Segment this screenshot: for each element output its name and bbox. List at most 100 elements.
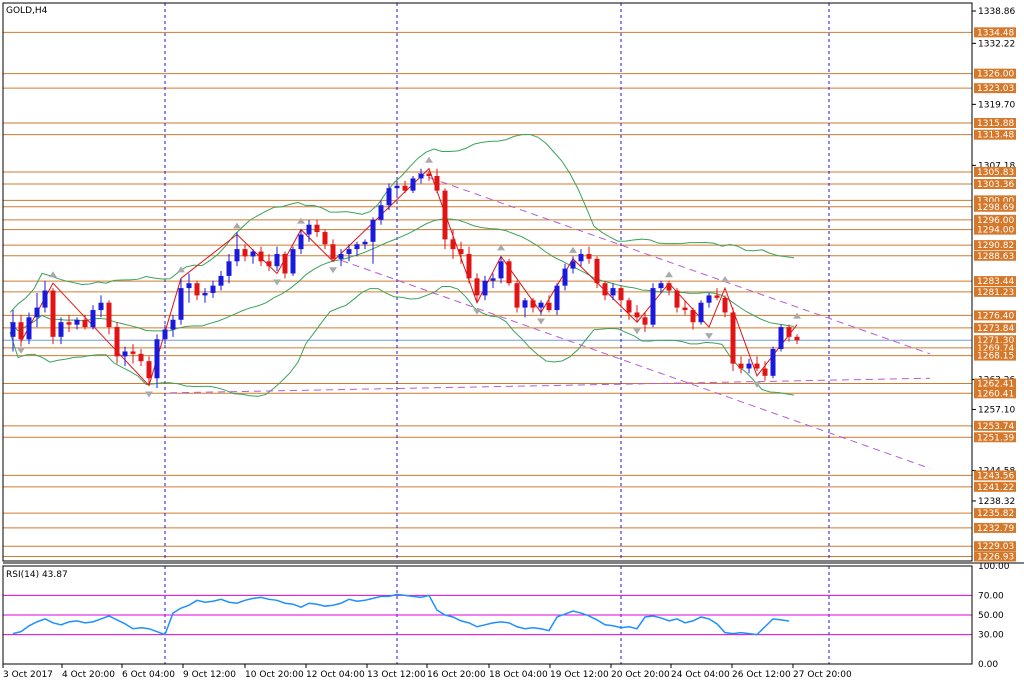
candle-bear: [786, 327, 792, 337]
rsi-tick-label: 70.00: [978, 591, 1004, 601]
band-lower: [9, 286, 795, 397]
candle-bull: [554, 285, 560, 311]
candle-bull: [386, 188, 392, 206]
price-tag-label: 1253.74: [977, 422, 1014, 432]
candle-bear: [714, 295, 720, 298]
price-tag: [974, 129, 1016, 140]
price-tag: [974, 551, 1016, 562]
candle-bear: [402, 185, 408, 191]
fractal-down-marker: [329, 267, 337, 274]
candle-bull: [218, 275, 224, 286]
band-upper: [9, 133, 795, 313]
zigzag: [20, 167, 798, 387]
candle-bear: [674, 290, 680, 308]
candle-bull: [306, 224, 312, 235]
candle-bull: [498, 261, 504, 279]
candle-bear: [514, 283, 520, 308]
candle-bear: [330, 244, 336, 259]
candle-bear: [474, 278, 480, 296]
price-tag: [974, 178, 1016, 189]
candle-bear: [458, 249, 464, 254]
price-tag-label: 1251.39: [977, 433, 1014, 443]
price-tag-label: 1283.44: [977, 277, 1014, 287]
time-tick-label: 12 Oct 04:00: [306, 670, 365, 680]
candle-bull: [74, 319, 80, 325]
candle-bear: [450, 239, 456, 250]
candle-bull: [562, 268, 568, 286]
fractal-down-marker: [17, 347, 25, 354]
candle-bull: [706, 295, 712, 303]
candle-bear: [258, 251, 264, 262]
price-tag-label: 1288.63: [977, 252, 1014, 262]
candle-bull: [362, 241, 368, 245]
price-tag: [974, 342, 1016, 353]
candle-bear: [530, 300, 536, 308]
time-tick-label: 18 Oct 04:00: [489, 670, 548, 680]
candle-bear: [690, 310, 696, 323]
candle-bear: [146, 361, 152, 379]
main-frame: [2, 2, 973, 562]
candle-bull: [578, 253, 584, 262]
candle-bull: [378, 205, 384, 220]
fractal-up-marker: [49, 271, 57, 278]
fractal-up-marker: [297, 217, 305, 224]
price-tag-label: 1235.82: [977, 509, 1014, 519]
candle-bull: [394, 185, 400, 189]
price-tag-label: 1323.03: [977, 84, 1014, 94]
candle-bear: [322, 232, 328, 245]
price-tag: [974, 201, 1016, 212]
price-tick-label: 1238.32: [978, 497, 1015, 507]
time-tick-label: 24 Oct 04:00: [671, 670, 730, 680]
price-tag-label: 1313.48: [977, 131, 1014, 141]
price-tag-label: 1243.56: [977, 471, 1014, 481]
candle-bull: [98, 302, 104, 311]
price-tag: [974, 83, 1016, 94]
candle-bull: [58, 322, 64, 337]
time-tick-label: 20 Oct 20:00: [611, 670, 670, 680]
fractal-up-marker: [569, 246, 577, 253]
price-tag: [974, 195, 1016, 206]
rsi-tick-label: 100.00: [978, 562, 1010, 572]
candle-bear: [642, 317, 648, 325]
price-tag: [974, 240, 1016, 251]
band-middle: [9, 218, 795, 332]
price-tag: [974, 214, 1016, 225]
fractal-down-marker: [705, 333, 713, 340]
price-tag: [974, 68, 1016, 79]
candle-bear: [18, 322, 24, 340]
price-tag-label: 1260.41: [977, 389, 1014, 399]
candle-bear: [546, 302, 552, 311]
price-tick-label: 1338.86: [978, 7, 1015, 17]
fractal-down-marker: [145, 391, 153, 398]
price-tag: [974, 250, 1016, 261]
candle-bull: [122, 351, 128, 357]
candle-bear: [114, 327, 120, 357]
fractal-up-marker: [665, 271, 673, 278]
candle-bear: [754, 363, 760, 369]
candle-bull: [154, 339, 160, 379]
candle-bear: [762, 368, 768, 376]
time-tick-label: 16 Oct 20:00: [427, 670, 486, 680]
price-tag-label: 1334.48: [977, 28, 1014, 38]
candle-bull: [490, 278, 496, 281]
fractal-down-marker: [537, 318, 545, 325]
price-tag: [974, 166, 1016, 177]
price-tag: [974, 378, 1016, 389]
price-tag-label: 1315.88: [977, 119, 1014, 129]
time-tick-label: 13 Oct 12:00: [367, 670, 426, 680]
fractal-up-marker: [497, 244, 505, 251]
fractal-markers: [17, 156, 801, 398]
time-tick-label: 4 Oct 20:00: [62, 670, 115, 680]
candle-bull: [226, 261, 232, 276]
candle-bull: [658, 283, 664, 289]
bollinger-bands: [9, 133, 795, 397]
time-axis: 3 Oct 2017 4 Oct 20:00 6 Oct 04:00 9 Oct 12…: [2, 664, 852, 680]
channel-lower-line: [329, 255, 931, 469]
candle-bear: [266, 261, 272, 267]
zigzag-lines: [20, 167, 798, 387]
price-tag-label: 1326.00: [977, 70, 1014, 80]
price-tag-label: 1268.15: [977, 352, 1014, 362]
candle-bull: [162, 329, 168, 340]
rsi-panel: 100.00 70.00 50.00 30.00 0.00: [3, 562, 1010, 670]
price-tag-label: 1276.40: [977, 311, 1014, 321]
